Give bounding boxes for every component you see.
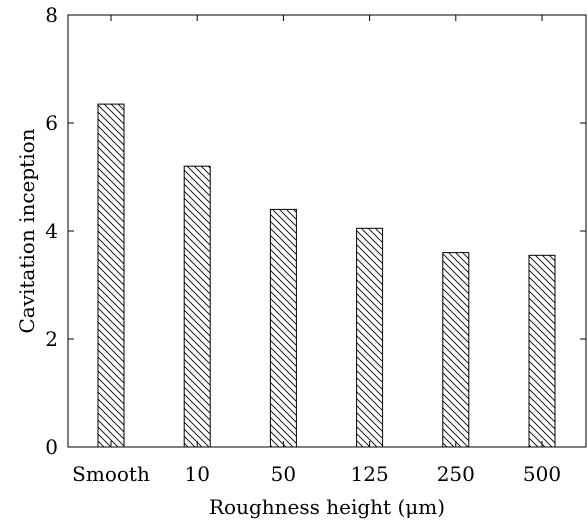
x-axis-label: Roughness height (μm) [209,495,445,519]
x-tick-label: 500 [523,462,561,486]
bar-10 [183,165,211,448]
bar-smooth [97,103,125,448]
plot-frame [67,14,587,448]
y-axis-label: Cavitation inception [15,128,39,333]
y-tick-label: 0 [45,435,58,459]
bars-layer [97,103,556,448]
bar-250 [442,252,470,448]
x-tick-label: 125 [351,462,389,486]
y-tick-label: 6 [45,111,58,135]
y-tick-label: 4 [45,219,58,243]
y-tick-label: 8 [45,3,58,27]
y-tick-label: 2 [45,327,58,351]
x-tick-label: 10 [184,462,209,486]
x-tick-label: Smooth [72,462,150,486]
bar-125 [356,227,384,448]
x-tick-label: 250 [437,462,475,486]
ticks-layer: Smooth 10 50 125 250 500 0 2 4 6 8 [45,3,586,486]
x-tick-label: 50 [271,462,296,486]
bar-50 [269,208,297,448]
bar-500 [528,254,556,448]
